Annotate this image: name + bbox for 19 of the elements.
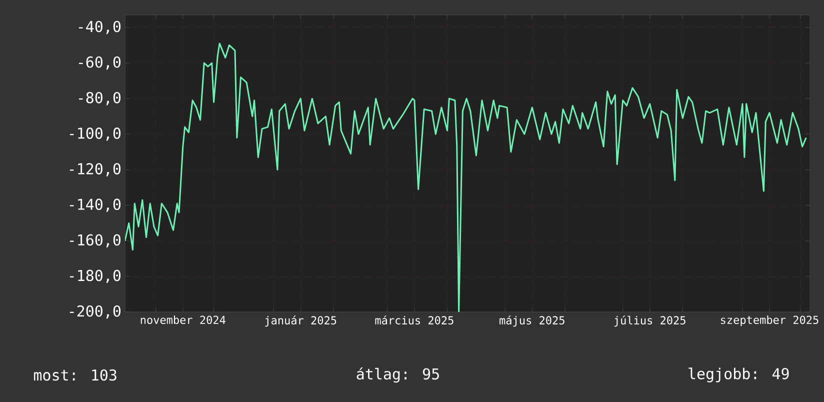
y-tick-label: -80,0 [78, 92, 121, 106]
x-tick-label: március 2025 [375, 316, 454, 324]
y-tick-label: -100,0 [70, 128, 121, 141]
y-tick-label: -160,0 [70, 234, 121, 248]
line-series [125, 42, 807, 312]
y-tick-label: -40,0 [78, 20, 121, 34]
x-tick-label: november 2024 [140, 316, 226, 324]
text: most: 103 [34, 369, 116, 381]
y-tick-label: -180,0 [70, 270, 121, 284]
text: átlag: 95 [356, 367, 439, 383]
y-tick-label: -60,0 [78, 56, 121, 70]
x-tick-label: május 2025 [500, 316, 564, 327]
x-tick-label: július 2025 [614, 316, 686, 327]
y-tick-label: -200,0 [70, 305, 121, 319]
y-tick-label: -120,0 [70, 163, 121, 176]
x-tick-label: szeptember 2025 [720, 316, 818, 326]
text: legjobb: 49 [688, 368, 789, 382]
x-tick-label: január 2025 [265, 316, 336, 327]
y-tick-label: -140,0 [70, 198, 121, 212]
